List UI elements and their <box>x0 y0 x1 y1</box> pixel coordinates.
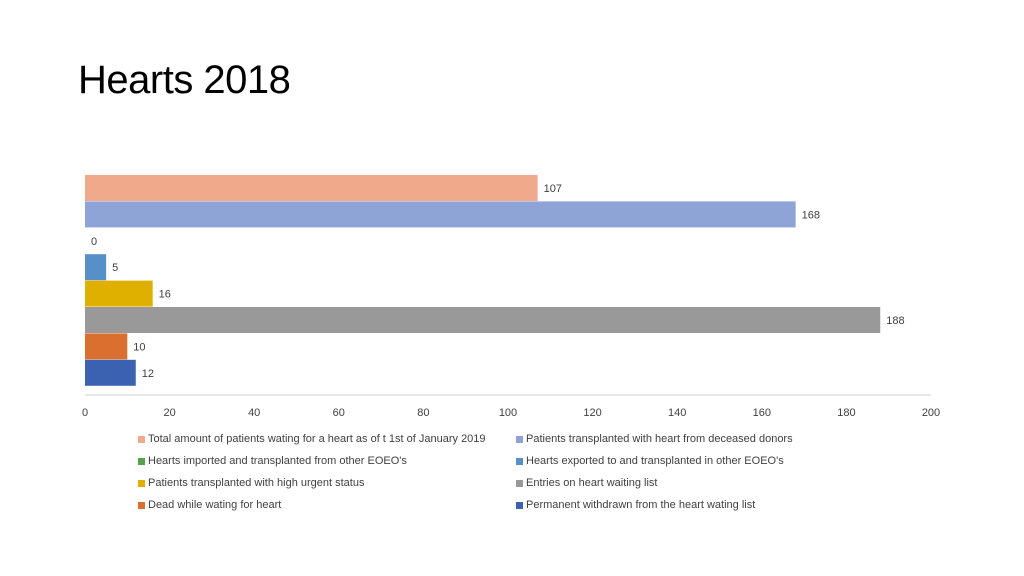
data-label: 188 <box>886 315 904 327</box>
legend-label: Entries on heart waiting list <box>526 477 658 489</box>
x-tick-label: 40 <box>248 407 260 419</box>
legend-item: Patients transplanted with heart from de… <box>516 430 838 448</box>
legend-item: Patients transplanted with high urgent s… <box>138 474 516 492</box>
legend-swatch <box>138 457 145 465</box>
legend-swatch <box>138 435 145 443</box>
legend-label: Dead while wating for heart <box>148 499 282 511</box>
data-label: 12 <box>142 368 154 380</box>
legend-item: Hearts imported and transplanted from ot… <box>138 452 516 470</box>
legend-swatch <box>516 457 523 465</box>
x-tick-label: 180 <box>837 407 855 419</box>
legend-swatch <box>516 435 523 443</box>
bar <box>85 175 538 201</box>
data-label: 16 <box>159 289 171 301</box>
chart-legend: Total amount of patients wating for a he… <box>138 430 838 514</box>
data-label: 0 <box>91 236 97 248</box>
x-tick-label: 140 <box>668 407 686 419</box>
bar <box>85 201 796 228</box>
bar <box>85 359 136 386</box>
slide-title: Hearts 2018 <box>78 58 291 102</box>
bar <box>85 307 881 333</box>
legend-item: Dead while wating for heart <box>138 496 516 514</box>
legend-item: Permanent withdrawn from the heart watin… <box>516 496 838 514</box>
legend-label: Patients transplanted with heart from de… <box>526 433 793 445</box>
x-tick-label: 120 <box>583 407 601 419</box>
legend-item: Entries on heart waiting list <box>516 474 838 492</box>
x-tick-label: 60 <box>333 407 345 419</box>
legend-item: Hearts exported to and transplanted in o… <box>516 452 838 470</box>
data-label: 5 <box>112 262 118 274</box>
bar <box>85 254 107 281</box>
legend-swatch <box>138 479 145 487</box>
x-tick-label: 0 <box>82 407 88 419</box>
x-tick-label: 160 <box>753 407 771 419</box>
data-label: 107 <box>544 183 562 195</box>
bar <box>85 280 153 307</box>
legend-label: Hearts imported and transplanted from ot… <box>148 455 407 467</box>
legend-swatch <box>516 501 523 509</box>
x-tick-label: 80 <box>417 407 429 419</box>
legend-label: Patients transplanted with high urgent s… <box>148 477 365 489</box>
data-label: 168 <box>802 209 820 221</box>
bar <box>85 333 128 360</box>
legend-label: Total amount of patients wating for a he… <box>148 433 486 445</box>
legend-swatch <box>516 479 523 487</box>
legend-item: Total amount of patients wating for a he… <box>138 430 516 448</box>
x-tick-label: 100 <box>499 407 517 419</box>
data-label: 10 <box>133 341 145 353</box>
x-tick-label: 20 <box>163 407 175 419</box>
legend-label: Hearts exported to and transplanted in o… <box>526 455 784 467</box>
legend-swatch <box>138 501 145 509</box>
legend-label: Permanent withdrawn from the heart watin… <box>526 499 756 511</box>
x-tick-label: 200 <box>922 407 940 419</box>
